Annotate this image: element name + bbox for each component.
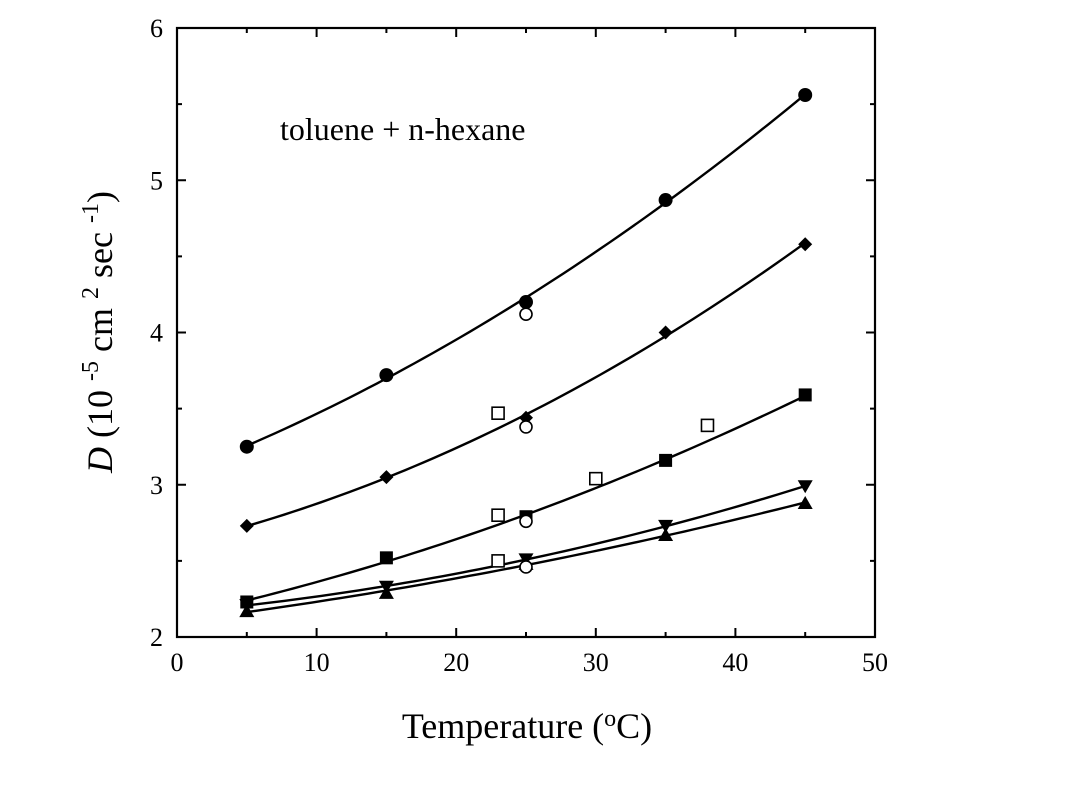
data-point-series-7: [491, 554, 505, 568]
data-point-series-1: [658, 193, 673, 208]
x-tick-label: 50: [862, 648, 888, 677]
data-point-series-7: [588, 471, 603, 486]
data-point-series-2: [239, 518, 254, 533]
data-point-series-3: [798, 388, 812, 402]
x-axis-title: Temperature (oC): [402, 706, 652, 746]
y-tick-label: 6: [150, 14, 163, 43]
data-point-series-4: [797, 480, 813, 494]
data-point-series-1: [519, 295, 533, 310]
y-axis-title: D (10 -5 cm 2 sec -1): [78, 191, 120, 474]
y-tick-label: 5: [150, 166, 163, 195]
data-point-series-2: [379, 470, 394, 485]
x-tick-label: 20: [443, 648, 469, 677]
data-point-series-7: [700, 418, 715, 433]
data-point-series-5: [658, 527, 674, 541]
chart-annotation: toluene + n-hexane: [280, 111, 526, 147]
x-tick-label: 30: [583, 648, 609, 677]
data-point-series-2: [798, 237, 813, 252]
data-point-series-5: [797, 496, 813, 510]
data-point-series-1: [798, 87, 813, 102]
data-point-series-6: [519, 420, 533, 434]
data-point-series-1: [239, 439, 254, 454]
data-point-series-5: [378, 585, 394, 599]
y-tick-label: 4: [150, 319, 163, 348]
x-tick-label: 10: [304, 648, 330, 677]
data-point-series-1: [379, 368, 394, 383]
y-tick-label: 2: [150, 623, 163, 652]
data-point-series-7: [491, 406, 505, 420]
fit-curve-series-2: [246, 241, 806, 528]
y-tick-label: 3: [150, 471, 163, 500]
data-point-series-6: [519, 307, 533, 322]
fit-curve-series-4: [246, 484, 806, 607]
data-point-series-7: [491, 508, 505, 523]
data-point-series-2: [658, 325, 673, 340]
data-point-series-6: [519, 560, 533, 574]
data-point-series-3: [659, 453, 673, 467]
fit-curve-series-1: [246, 93, 806, 447]
data-point-series-4: [658, 519, 674, 533]
data-point-series-6: [519, 514, 533, 529]
x-tick-label: 0: [171, 648, 184, 677]
data-point-series-5: [239, 604, 255, 618]
x-tick-label: 40: [722, 648, 748, 677]
data-point-series-3: [379, 551, 393, 565]
